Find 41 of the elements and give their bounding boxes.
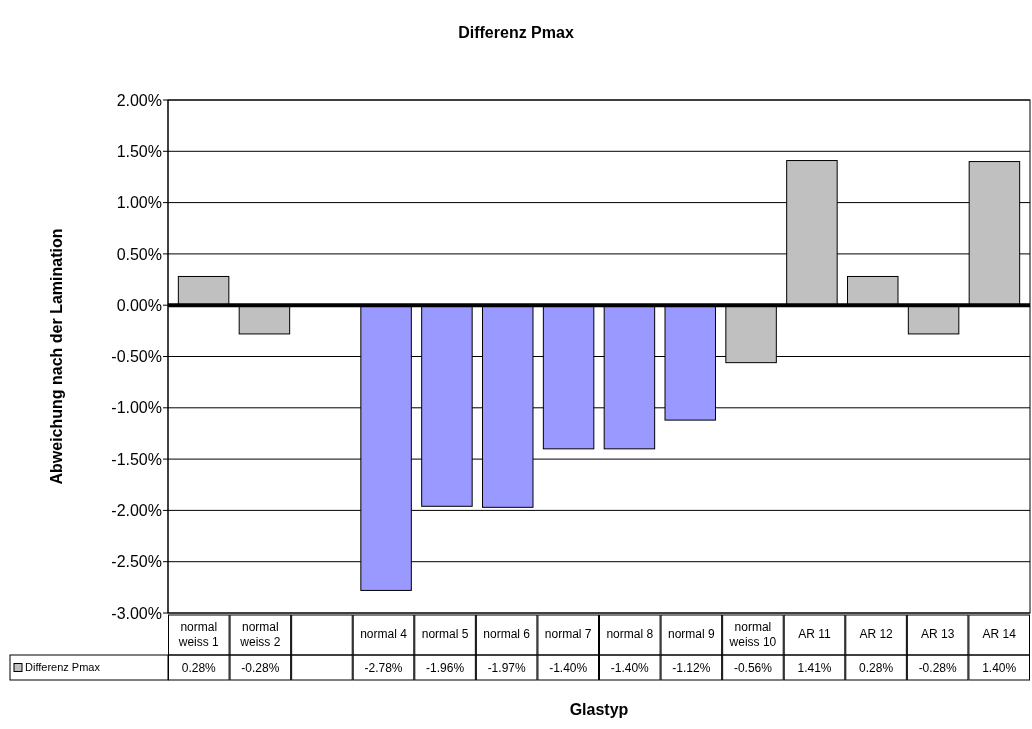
- x-tick-label: normal weiss 2: [239, 620, 281, 650]
- x-tick-label: normal 9: [668, 627, 716, 642]
- y-tick-label: -1.50%: [111, 450, 162, 468]
- chart-title: Differenz Pmax: [458, 24, 574, 41]
- y-tick-label: -2.50%: [111, 553, 162, 571]
- y-tick-label: 1.50%: [116, 142, 162, 160]
- data-label: -1.96%: [426, 660, 465, 675]
- x-tick-label: normal weiss 1: [177, 620, 220, 650]
- y-tick-label: -3.00%: [111, 604, 162, 622]
- x-axis-title: Glastyp: [569, 701, 629, 718]
- y-tick-label: 1.00%: [116, 194, 162, 212]
- x-tick-label: AR 14: [982, 627, 1017, 642]
- data-label: -1.40%: [549, 660, 588, 675]
- legend-label: Differenz Pmax: [25, 661, 101, 674]
- y-tick-label: 2.00%: [116, 91, 162, 109]
- y-tick-label: -0.50%: [111, 348, 162, 366]
- data-label: -0.28%: [241, 660, 280, 675]
- x-tick-label: AR 12: [859, 627, 894, 642]
- data-label: -1.40%: [610, 660, 650, 675]
- data-label: 1.40%: [982, 660, 1017, 675]
- x-tick-label: AR 13: [920, 627, 955, 642]
- data-label: 0.28%: [859, 660, 894, 675]
- data-label: -1.97%: [487, 660, 526, 675]
- data-label: 1.41%: [797, 660, 832, 675]
- x-tick-label: normal 7: [544, 627, 592, 642]
- y-tick-label: 0.50%: [116, 245, 162, 263]
- x-tick-label: normal 8: [606, 627, 654, 642]
- data-label: -2.78%: [364, 660, 403, 675]
- y-tick-label: -2.00%: [111, 502, 162, 519]
- data-label: 0.28%: [181, 660, 217, 675]
- x-tick-label: normal weiss 10: [728, 620, 777, 650]
- data-label: -1.12%: [672, 660, 711, 675]
- x-tick-label: AR 11: [798, 627, 832, 642]
- y-tick-label: 0.00%: [116, 296, 162, 314]
- y-tick-label: -1.00%: [111, 399, 162, 417]
- x-tick-label: normal 4: [360, 627, 408, 642]
- data-label: -0.28%: [918, 660, 957, 675]
- x-tick-label: normal 6: [483, 627, 531, 642]
- data-label: -0.56%: [733, 660, 773, 675]
- x-tick-label: normal 5: [421, 627, 469, 642]
- y-axis-title: Abweichung nach der Lamination: [48, 228, 65, 485]
